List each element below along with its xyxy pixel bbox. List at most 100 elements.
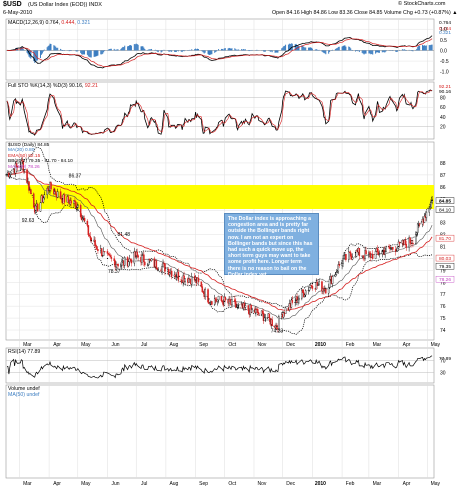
macd-histogram-bar [238,49,240,51]
price-candle-body [110,256,113,259]
macd-histogram-bar [318,49,320,51]
panel-frames [5,18,435,479]
rsi-value-label: 77.89 [439,356,451,362]
chart-header: $USD (US Dollar Index (EOD)) INDX 6-May-… [0,0,461,18]
price-candle-body [150,258,153,261]
price-candle-body [216,299,219,302]
macd-histogram-bar [363,50,365,55]
macd-histogram-bar [196,49,198,51]
price-candle-body [257,309,259,314]
price-value-label: 84.10 [439,207,451,213]
price-candle-body [369,252,371,254]
price-candle-body [317,284,319,286]
price-data-point [397,245,400,248]
macd-histogram-bar [130,45,132,51]
ema50-line [6,171,433,311]
macd-histogram-bar [30,50,32,59]
macd-histogram-bar [302,45,304,51]
price-candle-body [345,254,347,260]
macd-histogram-bar [422,45,424,51]
price-candle-body [284,307,287,314]
price-candle-body [20,160,23,167]
macd-histogram-bar [202,50,204,53]
price-candle-body [10,171,12,176]
price-tick-label: 77 [440,292,446,298]
macd-histogram-bar [208,50,210,55]
x-tick-label-upper: Dec [286,342,295,348]
grid-lines [6,19,434,478]
price-candle-body [229,298,231,303]
macd-histogram-bar [236,49,238,51]
rsi-line [7,355,433,379]
price-data-point [311,282,313,285]
macd-histogram-bar [224,48,226,51]
price-candle-body [167,269,170,275]
macd-histogram-bar [94,50,96,57]
macd-histogram-bar [231,48,233,51]
price-tick-label: 78 [440,280,446,286]
price-candle-body [32,193,35,208]
macd-histogram-bar [168,50,170,52]
macd-histogram-bar [148,49,150,51]
price-candle-body [161,266,163,272]
macd-histogram-bar [101,50,103,55]
macd-histogram-bar [228,47,230,51]
price-candle-body [47,188,49,192]
price-candle-body [164,263,166,272]
macd-histogram-bar [316,49,318,51]
price-candle-body [162,263,164,267]
macd-histogram-bar [156,50,158,52]
macd-histogram-bar [297,45,299,51]
price-candle-body [303,292,305,297]
price-candle-body [376,248,379,252]
macd-histogram-bar [332,49,334,51]
price-candle-body [296,296,298,303]
macd-frame [5,18,435,81]
macd-histogram-bar [289,44,291,51]
price-data-point [282,311,284,313]
price-tick-label: 74 [440,328,446,334]
x-tick-label-upper: 2010 [315,342,326,348]
macd-histogram-bar [95,50,97,57]
price-candle-body [55,191,57,195]
price-value-box [435,275,455,283]
macd-histogram-bar [418,45,420,51]
price-candle-body [348,251,350,260]
macd-histogram-bar [56,47,58,51]
price-candle-body [156,267,159,270]
price-legend: $USD (Daily) 84.85 MA(20) 0.80 EMA(50) 8… [8,143,73,170]
sto-legend-main: Full STO %K(14,3) %D(3) 90.16, [8,83,84,89]
x-tick-label-lower: May [81,481,91,487]
sto-frame [5,81,435,140]
price-candle-body [23,169,25,172]
macd-histogram-bar [382,50,384,52]
price-candle-body [310,285,313,287]
macd-histogram-bar [191,49,193,51]
macd-histogram-bar [83,50,85,55]
price-candle-body [258,312,260,315]
price-candle-body [200,281,203,287]
macd-tick-label: -0.5 [440,59,449,65]
price-candle-body [26,169,28,184]
macd-histogram-bar [431,44,433,51]
price-candle-body [107,253,110,255]
price-candle-body [415,234,417,244]
macd-histogram-bar [26,50,28,53]
macd-histogram-bar [142,46,144,51]
macd-histogram-bar [84,50,86,55]
price-data-point [381,250,383,252]
macd-histogram-bar [21,47,23,51]
macd-tick-label: 0.5 [440,38,447,44]
price-candle-body [207,289,209,303]
price-candle-body [34,205,37,213]
price-candle-body [398,241,401,244]
macd-histogram-bar [288,43,290,51]
price-candle-body [42,197,45,203]
macd-histogram-bar [294,44,296,51]
price-candle-body [217,295,220,301]
price-candle-body [318,281,320,286]
price-candle-body [155,260,158,269]
macd-histogram-bar [419,45,421,51]
macd-histogram-bar [57,47,59,51]
